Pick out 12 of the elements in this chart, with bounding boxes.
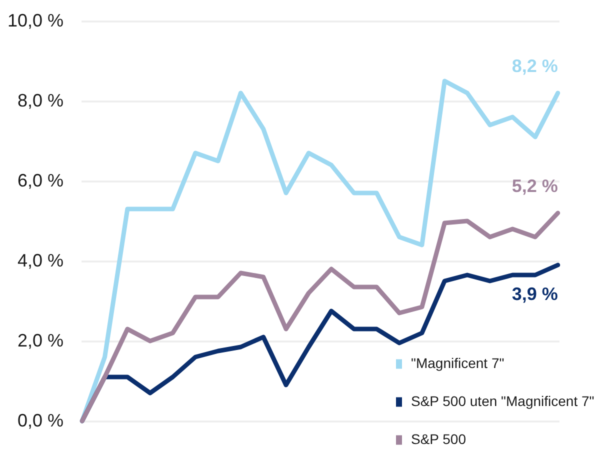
data-label: 5,2 % xyxy=(512,176,558,196)
y-tick-label: 0,0 % xyxy=(17,410,64,430)
legend-label: S&P 500 xyxy=(411,431,466,447)
y-tick-label: 10,0 % xyxy=(7,10,64,30)
data-label: 8,2 % xyxy=(512,56,558,76)
legend-label: "Magnificent 7" xyxy=(411,355,504,371)
y-tick-label: 6,0 % xyxy=(17,170,64,190)
legend-label: S&P 500 uten "Magnificent 7" xyxy=(411,393,594,409)
data-label: 3,9 % xyxy=(512,284,558,304)
y-tick-label: 8,0 % xyxy=(17,90,64,110)
y-tick-label: 2,0 % xyxy=(17,330,64,350)
y-tick-label: 4,0 % xyxy=(17,250,64,270)
